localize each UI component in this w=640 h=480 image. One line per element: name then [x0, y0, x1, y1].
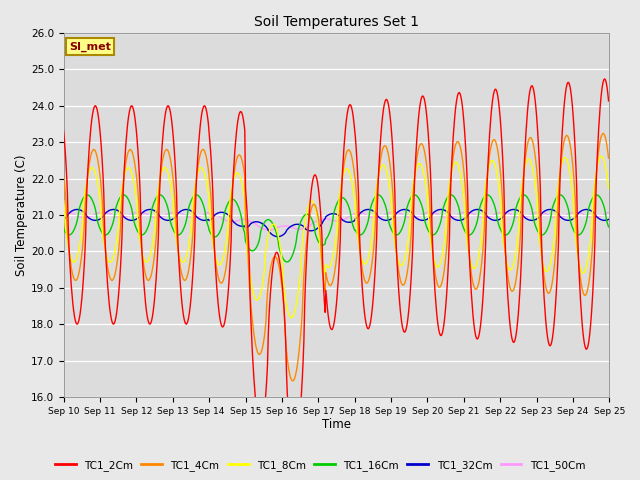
- Legend: TC1_2Cm, TC1_4Cm, TC1_8Cm, TC1_16Cm, TC1_32Cm, TC1_50Cm: TC1_2Cm, TC1_4Cm, TC1_8Cm, TC1_16Cm, TC1…: [51, 456, 589, 475]
- Title: Soil Temperatures Set 1: Soil Temperatures Set 1: [254, 15, 419, 29]
- X-axis label: Time: Time: [322, 419, 351, 432]
- Text: SI_met: SI_met: [69, 41, 111, 51]
- Y-axis label: Soil Temperature (C): Soil Temperature (C): [15, 154, 28, 276]
